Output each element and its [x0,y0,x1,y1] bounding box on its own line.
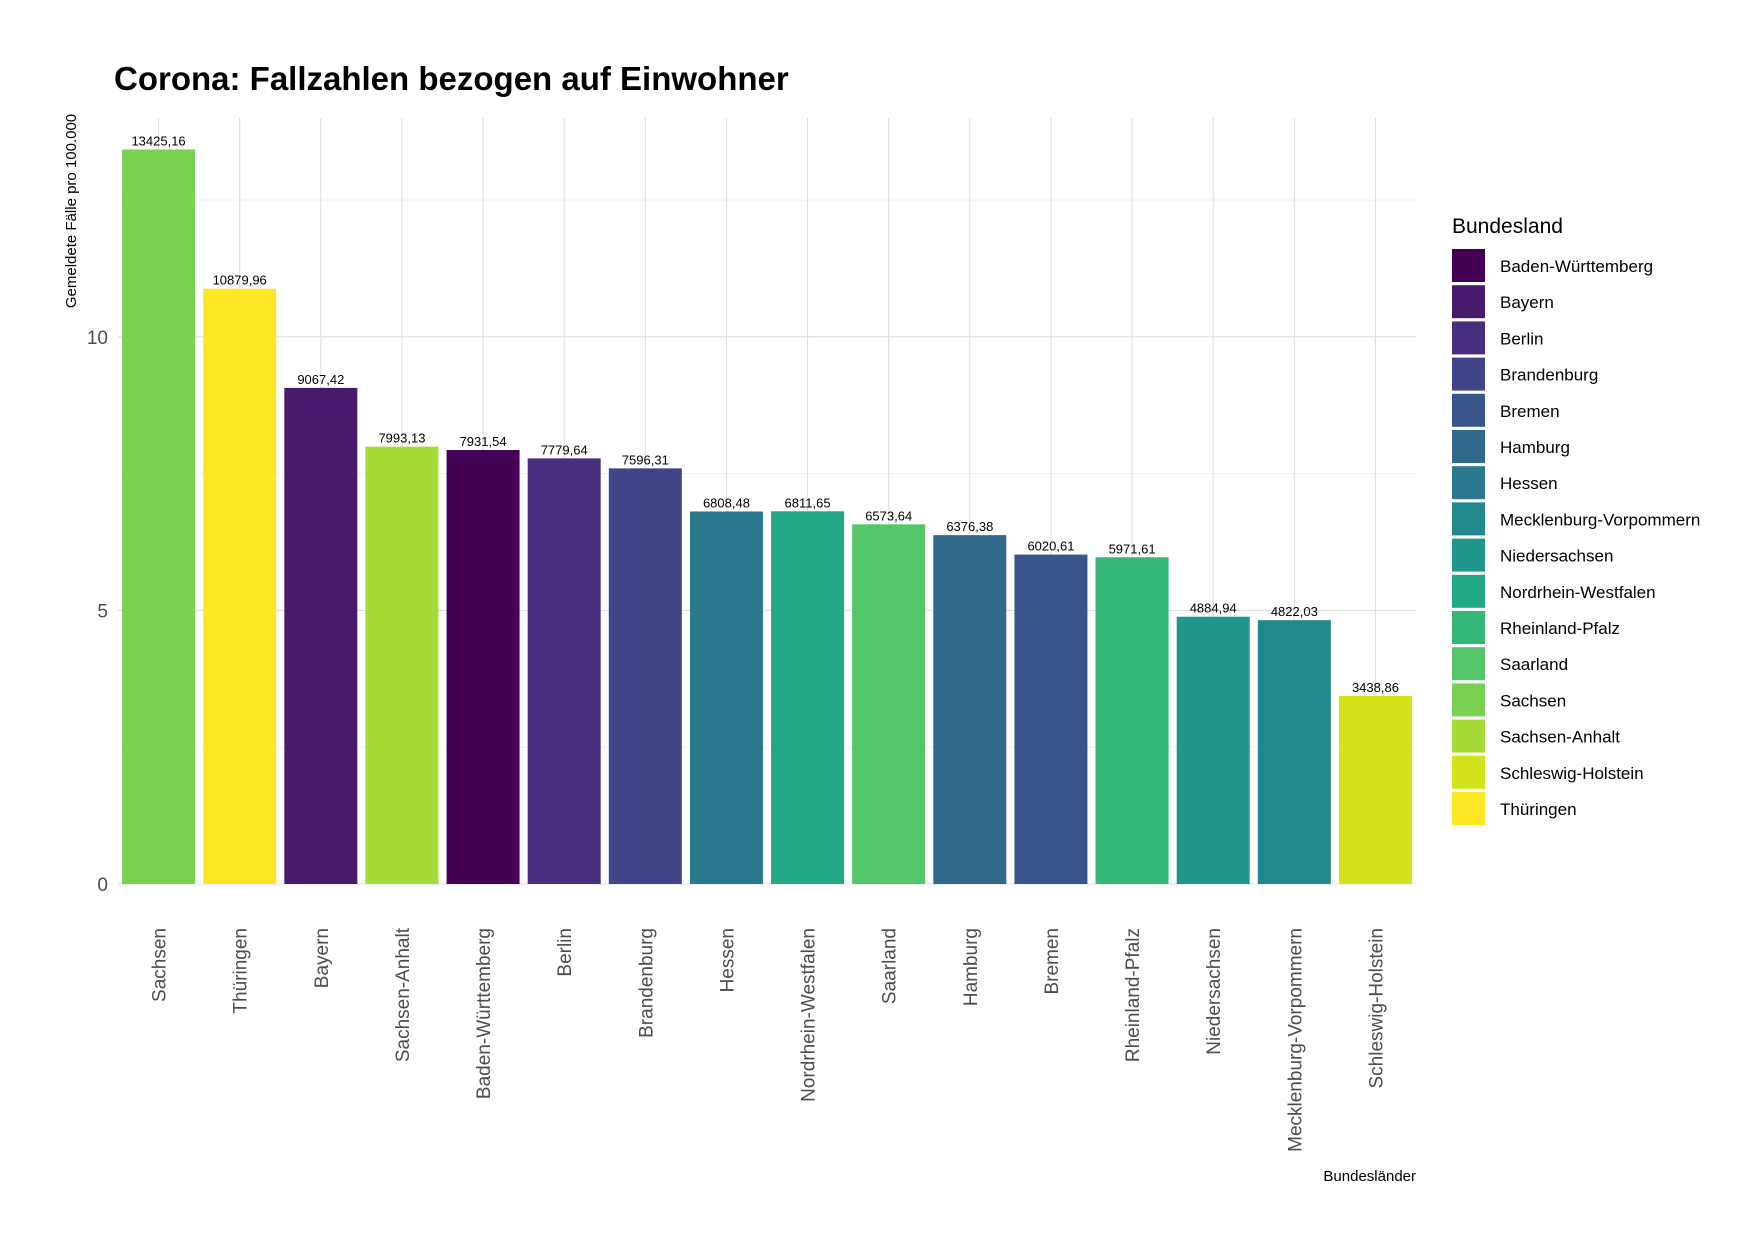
bar-hamburg [933,535,1007,884]
data-label: 6020,61 [1027,539,1074,554]
x-tick-label: Brandenburg [636,928,657,1038]
x-tick-label: Hessen [717,928,738,992]
x-tick-label: Bayern [312,928,333,988]
legend-swatch [1452,502,1485,536]
legend-swatch [1452,647,1485,681]
legend: Bundesland Baden-Württemberg Bayern Berlin… [1452,215,1700,825]
x-tick-label: Bremen [1042,928,1063,995]
legend-swatch [1452,249,1485,282]
data-label: 6811,65 [785,495,831,510]
x-tick-label: Sachsen [150,928,171,1002]
data-label: 3438,86 [1352,680,1399,695]
data-label: 5971,61 [1109,541,1156,556]
legend-label: Niedersachsen [1500,547,1613,566]
legend-label: Bayern [1500,293,1554,312]
data-label: 4822,03 [1271,604,1318,619]
legend-swatch [1452,611,1485,644]
bar-nordrhein-westfalen [771,511,845,884]
bar-brandenburg [608,468,682,884]
bar-niedersachsen [1176,616,1250,884]
legend-label: Sachsen [1500,691,1566,710]
x-axis-label: Bundesländer [1323,1168,1416,1185]
legend-label: Bremen [1500,402,1560,421]
bar-schleswig-holstein [1338,695,1412,884]
bar-hessen [689,511,763,884]
bar-bayern [284,387,358,884]
bar-thüringen [203,288,277,884]
data-label: 10879,96 [213,273,267,288]
legend-label: Mecklenburg-Vorpommern [1500,510,1700,529]
legend-swatch [1452,538,1485,572]
data-label: 4884,94 [1190,601,1237,616]
legend-label: Baden-Württemberg [1500,257,1653,276]
data-label: 6573,64 [865,508,912,523]
bar-sachsen-anhalt [365,446,439,884]
legend-label: Schleswig-Holstein [1500,764,1644,783]
chart-title: Corona: Fallzahlen bezogen auf Einwohner [114,60,789,97]
x-tick-label: Saarland [880,928,901,1004]
y-tick-label: 0 [97,875,108,896]
y-tick-label: 10 [87,328,108,349]
data-label: 7931,54 [460,434,507,449]
legend-swatch [1452,285,1485,319]
x-tick-label: Schleswig-Holstein [1366,928,1387,1089]
x-tick-label: Sachsen-Anhalt [393,927,414,1062]
legend-label: Saarland [1500,655,1568,674]
legend-swatch [1452,574,1485,608]
data-label: 6808,48 [703,495,750,510]
legend-label: Thüringen [1500,800,1577,819]
legend-swatch [1452,466,1485,500]
data-label: 13425,16 [131,133,185,148]
data-label: 6376,38 [946,519,993,534]
legend-label: Hamburg [1500,438,1570,457]
x-tick-label: Mecklenburg-Vorpommern [1285,928,1306,1152]
bar-berlin [527,458,601,884]
data-label: 7779,64 [541,442,588,457]
legend-swatch [1452,792,1485,825]
x-tick-label: Niedersachsen [1204,928,1225,1055]
bar-sachsen [122,149,196,884]
legend-swatch [1452,683,1485,717]
x-tick-label: Rheinland-Pfalz [1123,928,1144,1062]
data-label: 9067,42 [297,372,344,387]
legend-swatch [1452,430,1485,463]
bar-mecklenburg-vorpommern [1257,620,1331,884]
legend-label: Sachsen-Anhalt [1500,728,1620,747]
bar-saarland [852,524,926,884]
x-axis-ticks: Sachsen Thüringen Bayern Sachsen-Anhalt Bade… [150,927,1388,1152]
legend-label: Rheinland-Pfalz [1500,619,1620,638]
data-labels: 13425,16 10879,96 9067,42 7993,13 7931,54 777… [131,133,1398,694]
x-tick-label: Berlin [555,928,576,977]
y-axis-label: Gemeldete Fälle pro 100.000 [63,114,80,308]
legend-swatch [1452,755,1485,789]
legend-swatch [1452,393,1485,427]
bar-bremen [1014,554,1088,884]
legend-label: Brandenburg [1500,366,1598,385]
legend-label: Berlin [1500,329,1543,348]
data-label: 7596,31 [622,452,669,467]
legend-swatch [1452,357,1485,391]
y-axis-ticks: 0 5 10 [87,328,108,896]
legend-label: Hessen [1500,474,1558,493]
x-tick-label: Thüringen [231,928,252,1014]
data-label: 7993,13 [378,431,425,446]
bar-rheinland-pfalz [1095,557,1169,884]
x-tick-label: Hamburg [961,928,982,1006]
bars [122,149,1412,884]
bar-baden-württemberg [446,450,520,884]
legend-label: Nordrhein-Westfalen [1500,583,1656,602]
y-tick-label: 5 [97,601,108,622]
legend-title: Bundesland [1452,215,1563,238]
legend-swatch [1452,719,1485,753]
legend-swatch [1452,321,1485,355]
x-tick-label: Baden-Württemberg [474,928,495,1099]
x-tick-label: Nordrhein-Westfalen [799,928,820,1102]
